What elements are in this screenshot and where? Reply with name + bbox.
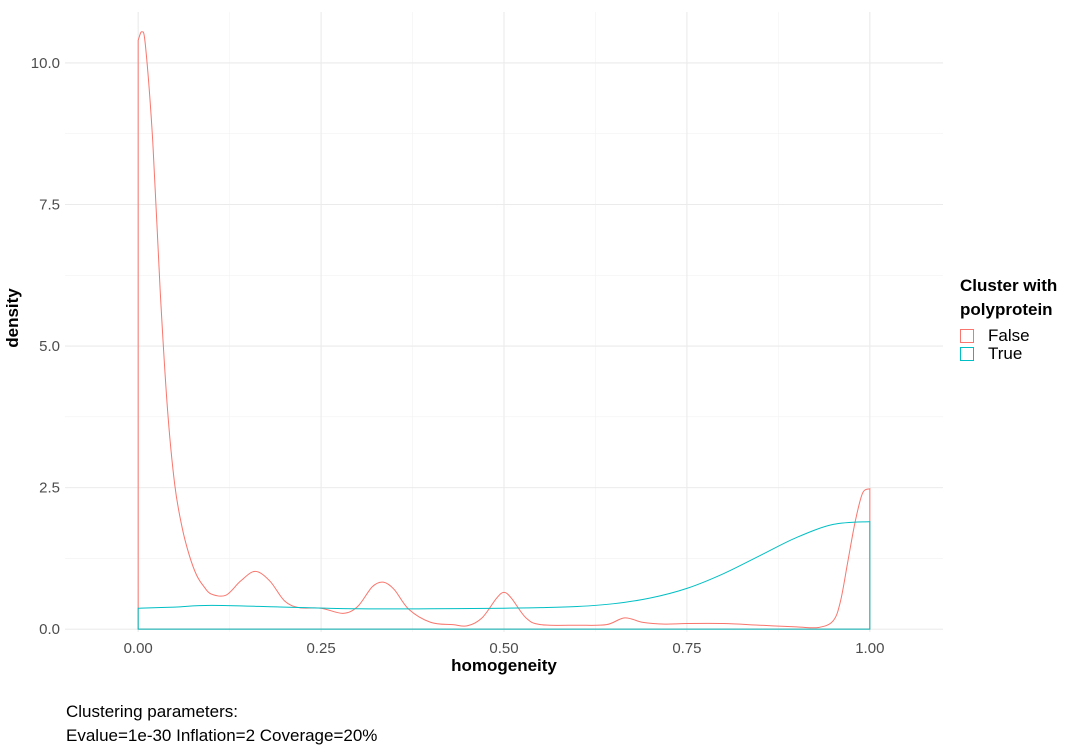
x-tick-label: 0.25 <box>306 640 335 657</box>
legend-title-line-1: Cluster with <box>960 276 1058 295</box>
x-axis-title: homogeneity <box>451 656 557 675</box>
y-tick-label: 7.5 <box>39 197 60 214</box>
x-tick-label: 0.50 <box>489 640 518 657</box>
legend-label-true: True <box>988 344 1023 363</box>
legend-title-line-2: polyprotein <box>960 300 1053 319</box>
legend-key-true <box>960 347 974 361</box>
axis-tick-labels: 0.00 0.25 0.50 0.75 1.00 0.0 2.5 5.0 7.5 10.0 <box>31 55 885 657</box>
grid-lines <box>65 12 943 632</box>
legend-title: Cluster with polyprotein <box>960 274 1057 322</box>
legend-item-true: True <box>960 344 1023 363</box>
caption: Clustering parameters: Evalue=1e-30 Infl… <box>66 700 377 748</box>
density-curve-true <box>137 521 871 630</box>
caption-line-2: Evalue=1e-30 Inflation=2 Coverage=20% <box>66 726 378 745</box>
y-tick-label: 10.0 <box>31 55 60 72</box>
y-tick-label: 5.0 <box>39 338 60 355</box>
x-tick-label: 1.00 <box>855 640 884 657</box>
density-curves <box>137 31 871 630</box>
legend-label-false: False <box>988 326 1030 345</box>
y-tick-label: 0.0 <box>39 621 60 638</box>
x-tick-label: 0.75 <box>672 640 701 657</box>
legend-item-false: False <box>960 326 1030 345</box>
y-axis-title: density <box>3 288 22 348</box>
x-tick-label: 0.00 <box>124 640 153 657</box>
caption-line-1: Clustering parameters: <box>66 702 238 721</box>
y-tick-label: 2.5 <box>39 480 60 497</box>
legend-key-false <box>960 329 974 343</box>
